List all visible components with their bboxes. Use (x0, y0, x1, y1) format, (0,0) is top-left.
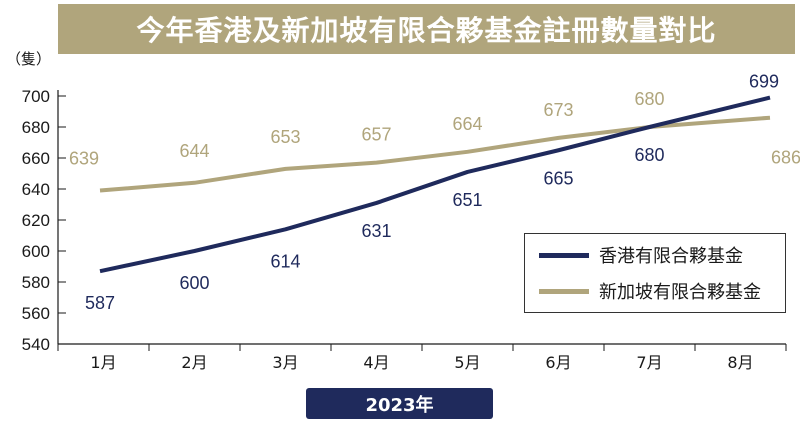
data-label-hk-8: 699 (749, 72, 779, 92)
series-line-sg (99, 115, 771, 193)
legend-swatch-hk (539, 252, 589, 258)
data-label-hk-2: 600 (179, 273, 209, 293)
data-label-sg-7: 680 (634, 89, 664, 109)
year-badge: 2023年 (306, 388, 493, 419)
y-tick-label-620: 620 (22, 211, 50, 230)
y-tick-label-580: 580 (22, 273, 50, 292)
x-tick-label-7: 7月 (636, 353, 662, 372)
legend: 香港有限合夥基金 新加坡有限合夥基金 (524, 233, 786, 313)
x-tick-label-8: 8月 (727, 353, 753, 372)
y-tick-label-640: 640 (22, 180, 50, 199)
y-tick-label-600: 600 (22, 242, 50, 261)
legend-label-sg: 新加坡有限合夥基金 (599, 282, 761, 303)
data-label-sg-8: 686 (771, 148, 800, 168)
year-label: 2023年 (365, 394, 434, 416)
legend-item-hk: 香港有限合夥基金 (525, 240, 743, 270)
y-tick-label-660: 660 (22, 149, 50, 168)
legend-item-sg: 新加坡有限合夥基金 (525, 276, 761, 306)
data-label-sg-1: 639 (69, 149, 99, 169)
data-label-sg-5: 664 (452, 114, 482, 134)
x-tick-label-6: 6月 (545, 353, 571, 372)
y-axis-unit: （隻） (6, 50, 51, 68)
data-label-hk-6: 665 (543, 168, 573, 188)
series-line-hk (99, 95, 771, 274)
data-label-hk-1: 587 (85, 293, 115, 313)
legend-swatch-sg (539, 288, 589, 294)
chart-title: 今年香港及新加坡有限合夥基金註冊數量對比 (136, 14, 717, 47)
data-label-sg-2: 644 (179, 141, 209, 161)
data-label-sg-3: 653 (270, 127, 300, 147)
y-tick-label-700: 700 (22, 87, 50, 106)
data-label-hk-5: 651 (452, 190, 482, 210)
data-label-sg-6: 673 (543, 100, 573, 120)
data-label-sg-4: 657 (361, 125, 391, 145)
legend-label-hk: 香港有限合夥基金 (599, 246, 743, 267)
chart-title-bar: 今年香港及新加坡有限合夥基金註冊數量對比 (58, 4, 795, 54)
y-tick-label-540: 540 (22, 335, 50, 354)
x-tick-label-5: 5月 (454, 353, 480, 372)
data-label-hk-3: 614 (270, 251, 300, 271)
data-label-hk-7: 680 (634, 145, 664, 165)
x-tick-label-2: 2月 (181, 353, 207, 372)
x-tick-label-3: 3月 (272, 353, 298, 372)
y-tick-label-680: 680 (22, 118, 50, 137)
x-tick-label-1: 1月 (90, 353, 116, 372)
y-tick-label-560: 560 (22, 304, 50, 323)
x-tick-label-4: 4月 (363, 353, 389, 372)
data-label-hk-4: 631 (361, 221, 391, 241)
